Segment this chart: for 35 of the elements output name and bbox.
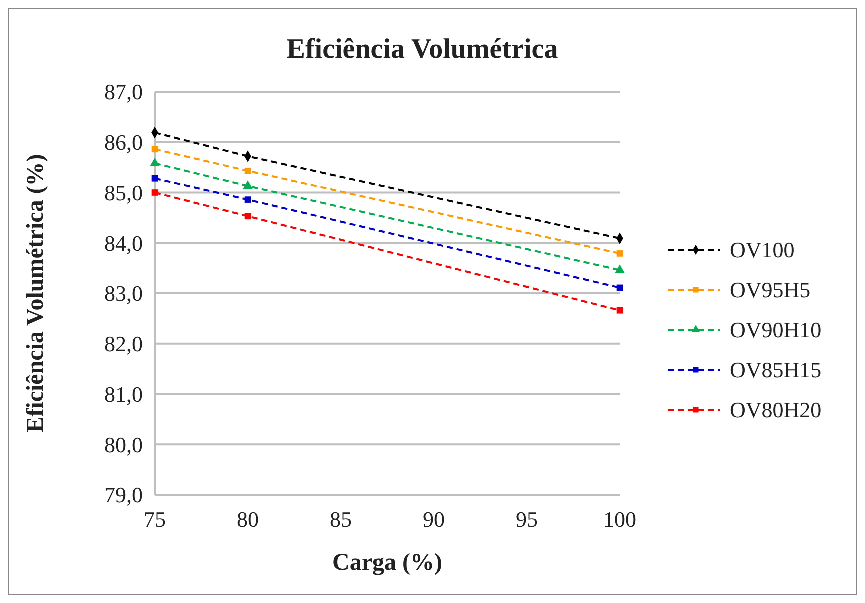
y-tick-label: 86,0 [104,130,143,156]
legend-label: OV90H10 [730,318,822,343]
x-tick-label: 75 [144,507,166,532]
y-tick-label: 84,0 [104,230,143,256]
legend-label: OV85H15 [730,358,822,383]
y-tick-label: 87,0 [104,80,143,105]
y-tick-label: 82,0 [104,332,143,357]
x-tick-label: 80 [237,507,259,532]
point [616,284,624,292]
point [615,264,625,274]
legend-label: OV100 [730,238,795,263]
chart-title: Eficiência Volumétrica [286,34,558,65]
point [152,146,158,153]
x-tick-label: 85 [330,507,352,532]
y-tick-label: 80,0 [104,432,143,458]
point [244,196,252,203]
x-tick-label: 100 [604,507,636,532]
y-tick-label: 81,0 [104,382,143,407]
y-axis-title: Eficiência Volumétrica (%) [23,154,49,433]
point [243,180,253,189]
point [616,307,624,314]
x-tick-label: 90 [423,507,445,532]
point [616,250,624,257]
legend-label: OV95H5 [730,278,811,303]
point [244,168,252,174]
x-tick-label: 95 [516,507,538,532]
point [152,190,158,196]
legend-label: OV80H20 [730,398,822,423]
y-tick-label: 85,0 [104,180,143,206]
point [150,158,160,166]
x-axis-title: Carga (%) [332,550,442,576]
point [152,175,158,182]
y-tick-label: 79,0 [104,482,143,508]
point [244,213,252,220]
y-tick-label: 83,0 [104,281,143,306]
